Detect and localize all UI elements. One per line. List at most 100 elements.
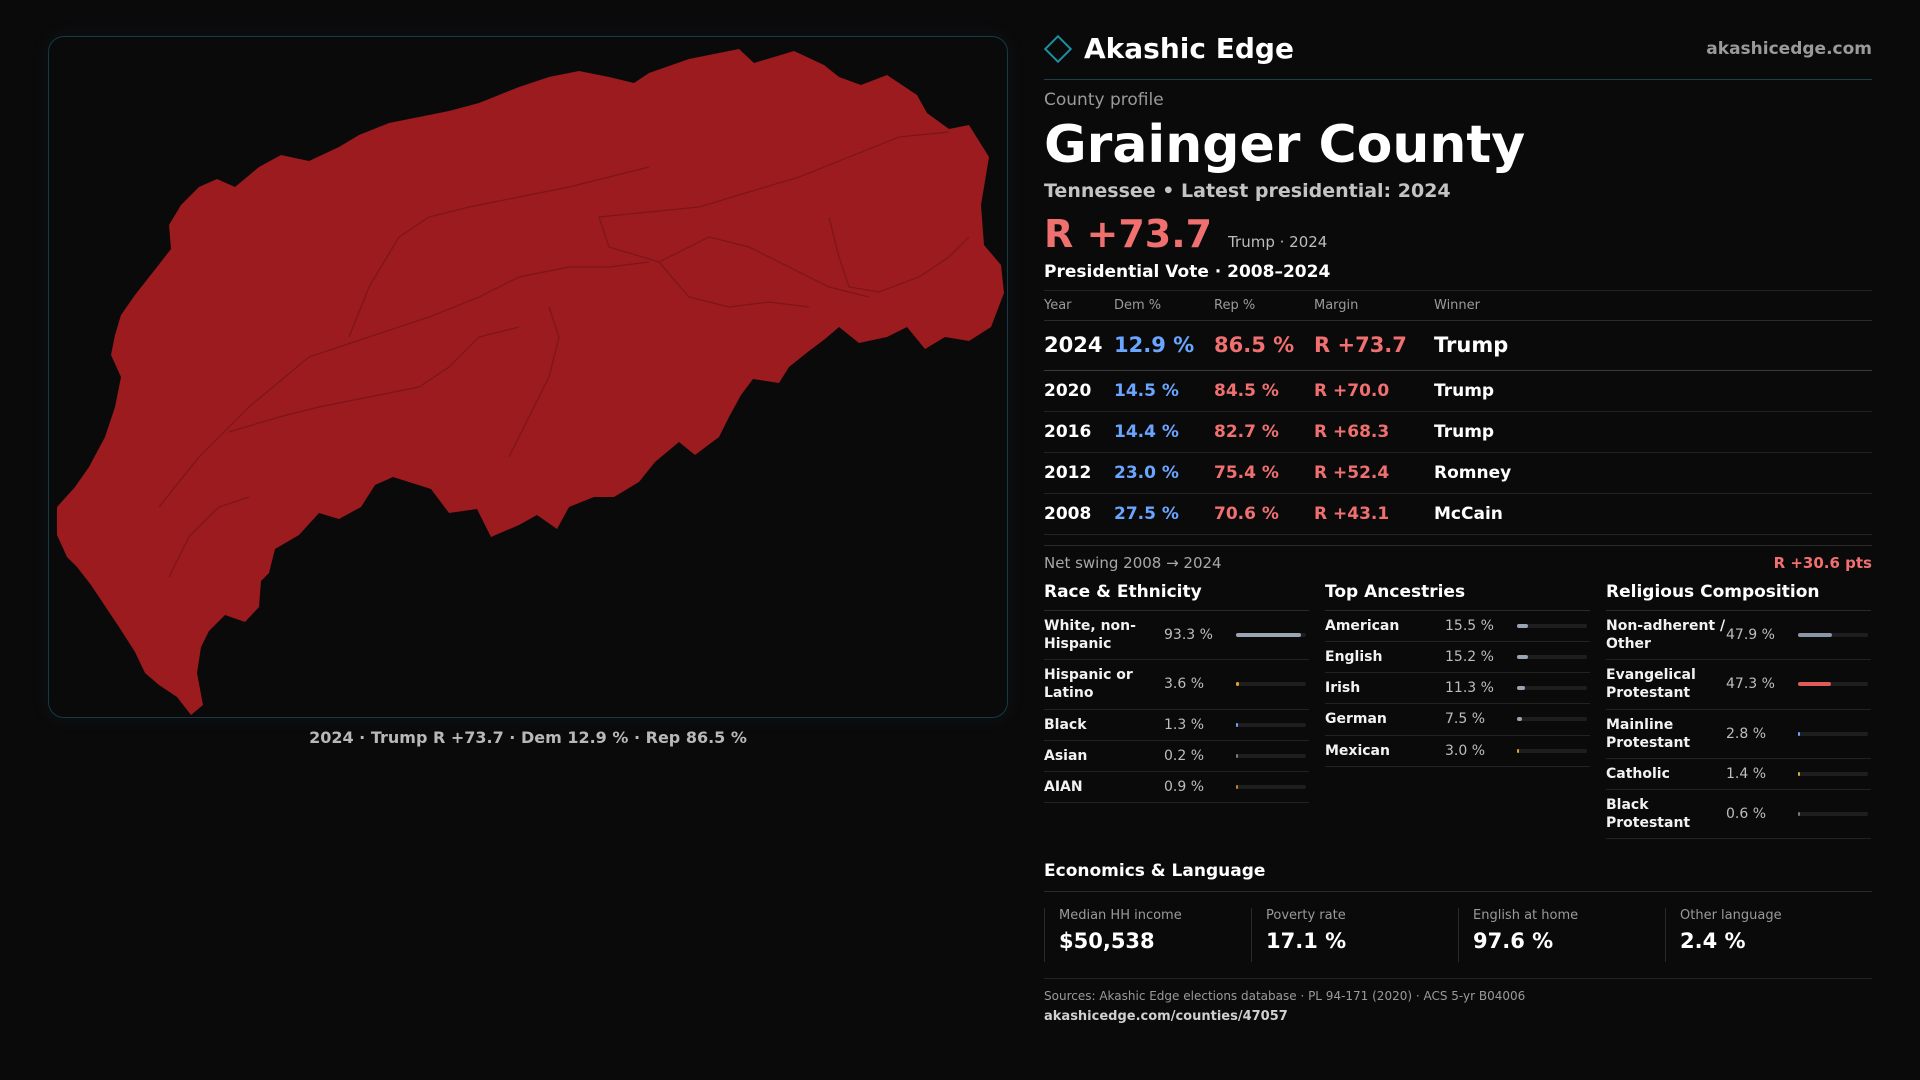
- stat-bar-fill: [1236, 753, 1238, 758]
- net-swing-label: Net swing 2008 → 2024: [1044, 553, 1222, 572]
- stat-value: 47.9 %: [1726, 626, 1775, 643]
- sources: Sources: Akashic Edge elections database…: [1044, 978, 1872, 1024]
- stat-row: Black Protestant 0.6 %: [1606, 790, 1871, 840]
- stat-label: Black Protestant: [1606, 797, 1691, 832]
- econ-value: 97.6 %: [1473, 929, 1554, 954]
- results-heading: Presidential Vote · 2008–2024: [1044, 261, 1331, 282]
- stat-bar-track: [1517, 655, 1587, 660]
- cell-winner: Trump: [1434, 320, 1872, 371]
- cell-dem: 23.0 %: [1114, 452, 1214, 494]
- col-header-year: Year: [1044, 289, 1114, 321]
- stat-value: 3.0 %: [1445, 742, 1486, 759]
- economics-row: Median HH income $50,538 Poverty rate 17…: [1044, 908, 1872, 963]
- stat-bar-fill: [1798, 632, 1832, 637]
- stat-label: Black: [1044, 716, 1087, 733]
- stat-bar-track: [1236, 753, 1306, 758]
- cell-rep: 70.6 %: [1214, 493, 1314, 535]
- page-title: Grainger County: [1044, 115, 1526, 175]
- ancestries-heading: Top Ancestries: [1325, 582, 1590, 611]
- stat-value: 1.3 %: [1164, 716, 1205, 733]
- stat-row: English 15.2 %: [1325, 642, 1590, 674]
- source-url-link[interactable]: akashicedge.com/counties/47057: [1044, 1009, 1288, 1025]
- stat-bar-fill: [1798, 682, 1832, 687]
- econ-value: 2.4 %: [1680, 929, 1746, 954]
- cell-year: 2016: [1044, 411, 1114, 453]
- county-map[interactable]: [48, 36, 1008, 718]
- cell-dem: 27.5 %: [1114, 493, 1214, 535]
- econ-label: Poverty rate: [1266, 908, 1346, 924]
- stat-value: 11.3 %: [1445, 680, 1494, 697]
- stat-bar-fill: [1798, 731, 1800, 736]
- page-kicker: County profile: [1044, 90, 1164, 110]
- cell-rep: 75.4 %: [1214, 452, 1314, 494]
- stat-bar-fill: [1798, 812, 1800, 817]
- county-shape[interactable]: [57, 49, 1004, 715]
- stat-row: German 7.5 %: [1325, 704, 1590, 736]
- stat-value: 15.5 %: [1445, 617, 1494, 634]
- stat-label: English: [1325, 648, 1383, 665]
- religion-heading: Religious Composition: [1606, 582, 1871, 611]
- stat-row: Black 1.3 %: [1044, 710, 1309, 741]
- cell-margin: R +43.1: [1314, 493, 1434, 535]
- stat-row: Evangelical Protestant 47.3 %: [1606, 660, 1871, 710]
- econ-poverty-rate: Poverty rate 17.1 %: [1251, 908, 1458, 963]
- stat-label: Mainline Protestant: [1606, 716, 1691, 751]
- brand[interactable]: Akashic Edge: [1043, 32, 1294, 65]
- district-lines: [158, 131, 970, 578]
- stat-row: American 15.5 %: [1325, 611, 1590, 642]
- econ-label: Other language: [1680, 908, 1782, 924]
- net-swing-row: Net swing 2008 → 2024 R +30.6 pts: [1044, 544, 1872, 572]
- stat-row: AIAN 0.9 %: [1044, 772, 1309, 804]
- stat-label: AIAN: [1044, 778, 1083, 795]
- econ-value: $50,538: [1059, 929, 1155, 954]
- stat-value: 15.2 %: [1445, 649, 1494, 666]
- stat-value: 2.8 %: [1726, 725, 1767, 742]
- demographics-columns: Race & Ethnicity White, non-Hispanic 93.3…: [1044, 582, 1872, 840]
- stat-bar-fill: [1798, 772, 1800, 777]
- econ-other-language: Other language 2.4 %: [1665, 908, 1872, 963]
- stat-label: Irish: [1325, 680, 1361, 697]
- cell-margin: R +73.7: [1314, 320, 1434, 371]
- stat-value: 93.3 %: [1164, 626, 1213, 643]
- stat-label: Catholic: [1606, 765, 1670, 782]
- diamond-logo-icon: [1043, 34, 1073, 63]
- stat-label: White, non-Hispanic: [1044, 617, 1136, 652]
- cell-winner: Trump: [1434, 411, 1872, 453]
- stat-bar-track: [1236, 632, 1306, 637]
- table-row: 2012 23.0 % 75.4 % R +52.4 Romney: [1044, 452, 1872, 494]
- sources-text: Sources: Akashic Edge elections database…: [1044, 989, 1526, 1004]
- stat-row: Mainline Protestant 2.8 %: [1606, 710, 1871, 759]
- stat-value: 3.6 %: [1164, 676, 1205, 693]
- stat-label: German: [1325, 711, 1387, 728]
- county-shape-svg: [57, 49, 1004, 715]
- stat-label: Asian: [1044, 747, 1088, 764]
- cell-winner: Romney: [1434, 452, 1872, 494]
- stat-bar-track: [1517, 686, 1587, 691]
- col-header-margin: Margin: [1314, 289, 1434, 321]
- stat-row: Mexican 3.0 %: [1325, 736, 1590, 767]
- stat-bar-fill: [1236, 722, 1238, 727]
- race-ethnicity-section: Race & Ethnicity White, non-Hispanic 93.3…: [1044, 582, 1309, 840]
- cell-dem: 14.4 %: [1114, 411, 1214, 453]
- stat-bar-track: [1798, 731, 1868, 736]
- county-profile-panel: Akashic Edge akashicedge.com County prof…: [1043, 30, 1872, 1024]
- headline-margin: R +73.7 Trump · 2024: [1044, 212, 1872, 256]
- stat-bar-fill: [1517, 655, 1528, 660]
- brand-url-link[interactable]: akashicedge.com: [1706, 38, 1872, 59]
- econ-median-income: Median HH income $50,538: [1044, 908, 1251, 963]
- margin-note: Trump · 2024: [1228, 232, 1328, 251]
- table-row: 2024 12.9 % 86.5 % R +73.7 Trump: [1044, 320, 1872, 371]
- cell-rep: 84.5 %: [1214, 370, 1314, 412]
- stat-row: Asian 0.2 %: [1044, 741, 1309, 772]
- col-header-dem: Dem %: [1114, 289, 1214, 321]
- stat-bar-fill: [1517, 717, 1523, 722]
- stat-bar-track: [1798, 682, 1868, 687]
- race-ethnicity-heading: Race & Ethnicity: [1044, 582, 1309, 611]
- stat-bar-track: [1517, 717, 1587, 722]
- table-row: 2008 27.5 % 70.6 % R +43.1 McCain: [1044, 493, 1872, 535]
- stat-bar-fill: [1236, 785, 1238, 790]
- cell-winner: Trump: [1434, 370, 1872, 412]
- stat-bar-track: [1517, 623, 1587, 628]
- stat-bar-track: [1236, 785, 1306, 790]
- stat-value: 1.4 %: [1726, 766, 1767, 783]
